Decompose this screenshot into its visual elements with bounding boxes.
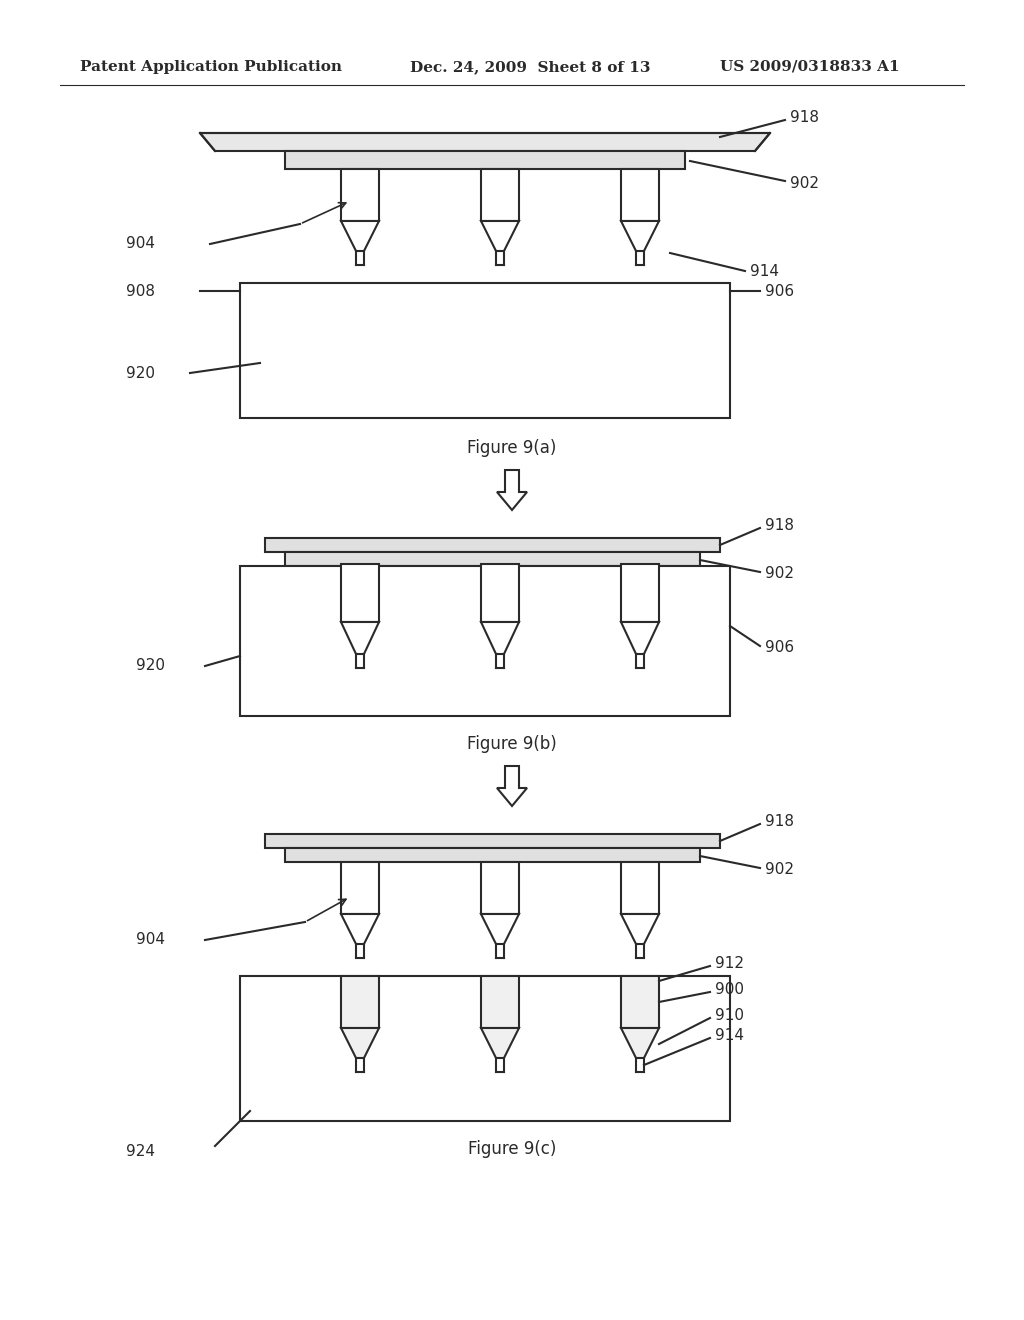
Text: 902: 902 bbox=[765, 862, 794, 878]
Bar bbox=[621, 862, 659, 913]
Text: Figure 9(a): Figure 9(a) bbox=[467, 440, 557, 457]
Polygon shape bbox=[200, 133, 770, 150]
Bar bbox=[341, 975, 379, 1028]
Bar bbox=[341, 862, 379, 913]
Text: Figure 9(b): Figure 9(b) bbox=[467, 735, 557, 752]
Bar bbox=[341, 564, 379, 622]
Text: 910: 910 bbox=[715, 1008, 744, 1023]
Bar bbox=[240, 975, 730, 1121]
Bar bbox=[285, 847, 700, 862]
Text: 918: 918 bbox=[790, 110, 819, 124]
Bar bbox=[481, 564, 519, 622]
Text: 920: 920 bbox=[136, 659, 165, 673]
Polygon shape bbox=[341, 622, 379, 653]
Text: 906: 906 bbox=[765, 284, 795, 298]
Polygon shape bbox=[481, 220, 519, 251]
Text: 900: 900 bbox=[715, 982, 744, 998]
Text: 920: 920 bbox=[126, 366, 155, 380]
Bar bbox=[265, 539, 720, 552]
Bar bbox=[621, 169, 659, 220]
Bar bbox=[240, 566, 730, 715]
Polygon shape bbox=[481, 1028, 519, 1059]
Polygon shape bbox=[497, 766, 527, 807]
Text: 908: 908 bbox=[126, 284, 155, 298]
Text: 914: 914 bbox=[750, 264, 779, 279]
Text: Figure 9(c): Figure 9(c) bbox=[468, 1140, 556, 1158]
Bar bbox=[285, 150, 685, 169]
Bar bbox=[481, 975, 519, 1028]
Bar bbox=[341, 169, 379, 220]
Polygon shape bbox=[341, 220, 379, 251]
Bar bbox=[481, 169, 519, 220]
Bar bbox=[621, 975, 659, 1028]
Bar bbox=[621, 564, 659, 622]
Polygon shape bbox=[621, 220, 659, 251]
Text: 918: 918 bbox=[765, 814, 794, 829]
Text: 924: 924 bbox=[126, 1143, 155, 1159]
Polygon shape bbox=[497, 470, 527, 510]
Text: 902: 902 bbox=[765, 566, 794, 582]
Polygon shape bbox=[621, 913, 659, 944]
Text: Patent Application Publication: Patent Application Publication bbox=[80, 59, 342, 74]
Polygon shape bbox=[481, 913, 519, 944]
Text: 914: 914 bbox=[715, 1028, 744, 1044]
Text: US 2009/0318833 A1: US 2009/0318833 A1 bbox=[720, 59, 900, 74]
Bar bbox=[265, 834, 720, 847]
Polygon shape bbox=[481, 622, 519, 653]
Polygon shape bbox=[341, 913, 379, 944]
Text: 902: 902 bbox=[790, 176, 819, 190]
Bar bbox=[285, 552, 700, 566]
Text: 904: 904 bbox=[136, 932, 165, 948]
Polygon shape bbox=[621, 1028, 659, 1059]
Text: 906: 906 bbox=[765, 640, 795, 656]
Text: 912: 912 bbox=[715, 957, 744, 972]
Text: 918: 918 bbox=[765, 519, 794, 533]
Bar bbox=[481, 862, 519, 913]
Text: 904: 904 bbox=[126, 236, 155, 252]
Text: Dec. 24, 2009  Sheet 8 of 13: Dec. 24, 2009 Sheet 8 of 13 bbox=[410, 59, 650, 74]
Polygon shape bbox=[621, 622, 659, 653]
Polygon shape bbox=[341, 1028, 379, 1059]
Bar bbox=[240, 282, 730, 418]
